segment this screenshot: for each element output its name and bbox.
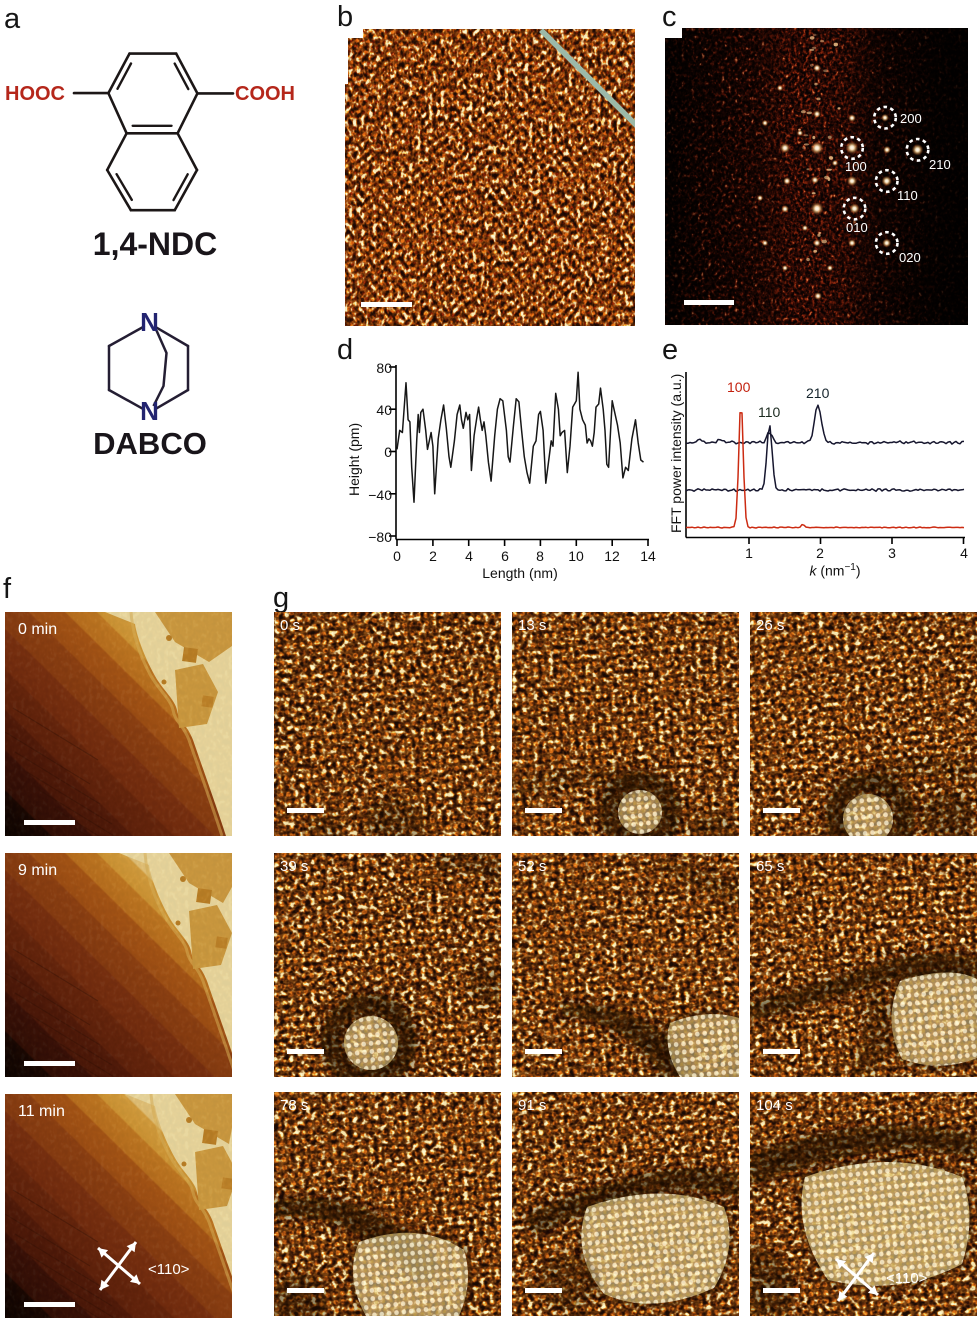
svg-text:N: N	[140, 307, 159, 337]
svg-text:<110>: <110>	[886, 1270, 928, 1287]
svg-text:<110>: <110>	[148, 1261, 190, 1278]
svg-text:N: N	[140, 396, 159, 426]
